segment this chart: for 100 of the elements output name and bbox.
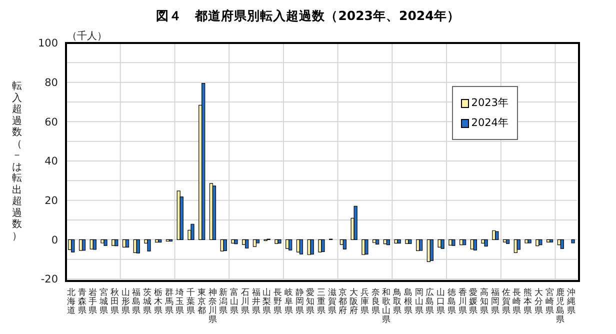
y-tick-label: 0 — [51, 234, 58, 246]
bar — [549, 239, 554, 242]
bar — [202, 83, 206, 240]
bar — [158, 239, 162, 243]
x-tick-label: 千葉県 — [186, 287, 196, 316]
text: 転入超過数（－は転出超過数） — [12, 81, 22, 242]
x-tick-label: 北海道 — [66, 287, 76, 316]
bar — [278, 239, 282, 244]
x-tick-label: 鹿児島県 — [556, 287, 566, 325]
bar — [473, 239, 477, 250]
bar — [342, 239, 346, 250]
x-tick-label: 青森県 — [78, 287, 87, 316]
bar — [397, 239, 401, 244]
x-tick-label: 長崎県 — [512, 287, 522, 316]
x-tick-label: 新潟県 — [219, 287, 228, 316]
x-tick-label: 和歌山県 — [382, 287, 392, 325]
bar — [376, 239, 380, 244]
x-tick-label: 香川県 — [458, 287, 468, 316]
x-tick-label: 秋田県 — [110, 287, 120, 316]
bar — [147, 239, 151, 252]
x-tick-label: 神奈川県 — [208, 287, 218, 325]
bar — [190, 224, 194, 240]
x-tick-label: 佐賀県 — [502, 287, 511, 316]
bar — [495, 231, 499, 240]
x-tick-label: 埼玉県 — [174, 287, 185, 316]
x-tick-label: 愛知県 — [306, 287, 316, 316]
bar — [408, 239, 412, 244]
x-tick-label: 兵庫県 — [360, 287, 370, 316]
x-tick-label: 鳥取県 — [392, 287, 402, 316]
bar — [212, 186, 216, 240]
x-tick-label: 宮城県 — [98, 287, 109, 316]
bar — [92, 239, 96, 250]
x-tick-label: 熊本県 — [524, 287, 533, 316]
x-tick-label: 大分県 — [534, 287, 544, 316]
x-tick-label: 茨城県 — [142, 287, 152, 316]
bar — [419, 239, 423, 251]
x-tick-label: 富山県 — [230, 287, 240, 316]
bar — [538, 239, 542, 246]
bar — [452, 239, 456, 246]
x-tick-label: 福島県 — [132, 287, 142, 316]
bar — [104, 239, 108, 246]
y-tick-label: 80 — [44, 77, 58, 90]
x-tick-label: 長野県 — [274, 287, 283, 316]
bar — [245, 239, 249, 248]
bar — [506, 239, 510, 244]
bar — [310, 239, 314, 255]
chart-title: 図４ 都道府県別転入超過数（2023年、2024年） — [155, 8, 461, 25]
x-tick-label: 高知県 — [480, 287, 490, 316]
x-tick-label: 沖縄県 — [566, 287, 576, 316]
y-tick-label: 20 — [44, 195, 58, 208]
bar — [484, 239, 488, 246]
bar — [299, 239, 304, 254]
x-tick-label: 宮崎県 — [545, 287, 554, 316]
bar — [528, 239, 532, 244]
bar — [234, 239, 238, 244]
bar — [321, 239, 325, 252]
x-tick-label: 岡山県 — [414, 288, 424, 316]
x-tick-label: 滋賀県 — [328, 287, 337, 316]
y-tick-label: 40 — [44, 156, 58, 168]
y-tick-label: 60 — [44, 116, 58, 128]
x-tick-label: 岐阜県 — [284, 287, 294, 316]
bar — [440, 239, 444, 249]
y-tick-label: 100 — [38, 38, 58, 50]
y-tick-label: -20 — [40, 274, 58, 286]
x-tick-label: 島根県 — [404, 287, 413, 316]
bar — [430, 239, 434, 261]
bar — [288, 239, 292, 250]
x-tick-label: 石川県 — [240, 288, 250, 316]
text: （千人） — [67, 30, 107, 43]
legend-label: 2024年 — [471, 116, 509, 131]
x-tick-label: 静岡県 — [295, 287, 304, 316]
bar — [125, 239, 130, 248]
bar — [136, 239, 140, 254]
x-tick-label: 山梨県 — [262, 287, 272, 316]
x-tick-label: 福井県 — [252, 287, 261, 316]
bar — [114, 239, 118, 246]
x-tick-label: 栃木県 — [154, 287, 163, 316]
x-tick-label: 愛媛県 — [469, 287, 478, 316]
bar — [354, 206, 358, 240]
bar — [71, 239, 75, 252]
x-tick-label: 京都府 — [338, 287, 348, 316]
x-tick-label: 岩手県 — [88, 287, 98, 316]
bar — [223, 239, 227, 251]
bar — [252, 239, 257, 247]
x-tick-label: 福岡県 — [490, 287, 500, 316]
x-tick-label: 徳島県 — [447, 287, 456, 316]
x-tick-label: 東京都 — [197, 287, 206, 316]
legend-label: 2023年 — [471, 96, 509, 111]
bar — [82, 239, 86, 251]
bar — [560, 239, 564, 249]
bar — [571, 239, 575, 244]
x-tick-label: 大阪府 — [350, 287, 359, 316]
bar — [462, 239, 466, 246]
bar — [256, 239, 260, 244]
x-tick-label: 山口県 — [436, 287, 446, 316]
x-tick-label: 三重県 — [317, 288, 326, 316]
x-tick-label: 奈良県 — [371, 287, 380, 316]
bar — [386, 239, 390, 246]
bar — [364, 239, 368, 255]
x-tick-label: 広島県 — [426, 287, 435, 316]
